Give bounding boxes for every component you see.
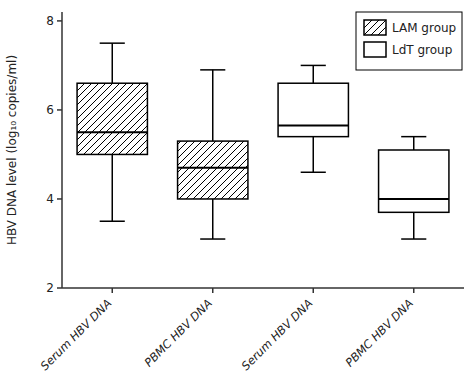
cap-low [200, 238, 225, 240]
median [77, 131, 147, 133]
box [379, 150, 449, 212]
y-tick-label: 4 [46, 192, 54, 206]
cap-high [200, 69, 225, 71]
y-tick-label: 8 [46, 14, 54, 28]
y-tick [57, 287, 62, 289]
whisker-low [212, 199, 214, 239]
x-axis-line [62, 287, 464, 289]
cap-high [301, 65, 326, 67]
y-axis-line [61, 12, 63, 288]
chart: 2 4 6 8 HBV DNA level (log₁₀ copies/ml) Serum… [0, 0, 474, 376]
x-tick [413, 288, 415, 293]
y-tick [57, 198, 62, 200]
legend-swatch [364, 20, 386, 35]
x-tick [112, 288, 114, 293]
whisker-high [112, 43, 114, 83]
legend-label: LAM group [392, 21, 456, 35]
legend-frame [356, 12, 462, 70]
cap-low [100, 220, 125, 222]
x-tick-label: Serum HBV DNA [239, 296, 316, 373]
whisker-low [313, 137, 315, 173]
x-tick-label: PBMC HBV DNA [342, 296, 416, 370]
y-tick [57, 20, 62, 22]
cap-high [401, 136, 426, 138]
legend-swatch [364, 42, 386, 57]
legend: LAM group LdT group [356, 12, 462, 70]
whisker-low [112, 154, 114, 221]
cap-low [401, 238, 426, 240]
box [77, 83, 147, 154]
x-tick-label: Serum HBV DNA [38, 296, 115, 373]
cap-high [100, 42, 125, 44]
whisker-high [212, 70, 214, 141]
y-axis-label: HBV DNA level (log₁₀ copies/ml) [5, 55, 19, 245]
legend-label: LdT group [392, 43, 452, 57]
box [278, 83, 348, 136]
y-tick-label: 6 [46, 103, 54, 117]
y-tick [57, 109, 62, 111]
x-tick [212, 288, 214, 293]
whisker-high [413, 137, 415, 150]
x-tick [313, 288, 315, 293]
median [379, 198, 449, 200]
whisker-low [413, 212, 415, 239]
cap-low [301, 172, 326, 174]
box [178, 141, 248, 199]
y-tick-label: 2 [46, 281, 54, 295]
median [178, 167, 248, 169]
boxes [77, 43, 449, 239]
x-tick-label: PBMC HBV DNA [141, 296, 215, 370]
median [278, 125, 348, 127]
whisker-high [313, 65, 315, 83]
